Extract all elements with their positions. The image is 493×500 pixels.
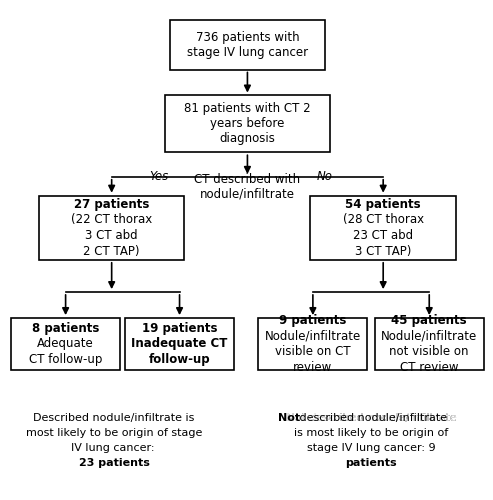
Text: 3 CT TAP): 3 CT TAP): [355, 245, 411, 258]
Text: (28 CT thorax: (28 CT thorax: [343, 214, 424, 226]
Text: visible on CT: visible on CT: [275, 346, 351, 358]
Text: 736 patients with
stage IV lung cancer: 736 patients with stage IV lung cancer: [187, 31, 308, 59]
Text: most likely to be origin of stage: most likely to be origin of stage: [26, 428, 202, 438]
Text: patients: patients: [345, 458, 397, 468]
Text: Yes: Yes: [149, 170, 169, 183]
Text: follow-up: follow-up: [149, 353, 211, 366]
FancyBboxPatch shape: [258, 318, 367, 370]
Text: Not described nodule/infiltrate: Not described nodule/infiltrate: [286, 413, 457, 423]
FancyBboxPatch shape: [375, 318, 484, 370]
FancyBboxPatch shape: [11, 318, 120, 370]
Text: 23 CT abd: 23 CT abd: [353, 229, 413, 242]
Text: CT follow-up: CT follow-up: [29, 353, 102, 366]
Text: not visible on: not visible on: [389, 346, 469, 358]
Text: 3 CT abd: 3 CT abd: [85, 229, 138, 242]
Text: CT review: CT review: [400, 361, 458, 374]
Text: 27 patients: 27 patients: [74, 198, 149, 210]
FancyBboxPatch shape: [39, 196, 184, 260]
Text: CT described with
nodule/infiltrate: CT described with nodule/infiltrate: [194, 172, 301, 201]
Text: 45 patients: 45 patients: [391, 314, 467, 327]
Text: 23 patients: 23 patients: [79, 458, 149, 468]
Text: 81 patients with CT 2
years before
diagnosis: 81 patients with CT 2 years before diagn…: [184, 102, 311, 146]
Text: 8 patients: 8 patients: [32, 322, 99, 334]
Text: IV lung cancer:: IV lung cancer:: [70, 443, 158, 453]
Text: Nodule/infiltrate: Nodule/infiltrate: [265, 330, 361, 342]
Text: Not: Not: [278, 413, 300, 423]
Text: Inadequate CT: Inadequate CT: [131, 338, 228, 350]
Text: Nodule/infiltrate: Nodule/infiltrate: [381, 330, 477, 342]
Text: 9 patients: 9 patients: [279, 314, 347, 327]
Text: (22 CT thorax: (22 CT thorax: [71, 214, 152, 226]
Text: Described nodule/infiltrate is: Described nodule/infiltrate is: [34, 413, 195, 423]
Text: 2 CT TAP): 2 CT TAP): [83, 245, 140, 258]
Text: described nodule/infiltrate: described nodule/infiltrate: [296, 413, 447, 423]
FancyBboxPatch shape: [165, 96, 330, 152]
Text: Adequate: Adequate: [37, 338, 94, 350]
Text: is most likely to be origin of: is most likely to be origin of: [294, 428, 448, 438]
FancyBboxPatch shape: [311, 196, 456, 260]
Text: Not described nodule/infiltrate: Not described nodule/infiltrate: [286, 413, 457, 423]
Text: 19 patients: 19 patients: [142, 322, 217, 334]
Text: 54 patients: 54 patients: [346, 198, 421, 210]
Text: No: No: [317, 170, 333, 183]
Text: stage IV lung cancer: 9: stage IV lung cancer: 9: [307, 443, 435, 453]
FancyBboxPatch shape: [170, 20, 325, 70]
Text: review: review: [293, 361, 332, 374]
FancyBboxPatch shape: [125, 318, 234, 370]
